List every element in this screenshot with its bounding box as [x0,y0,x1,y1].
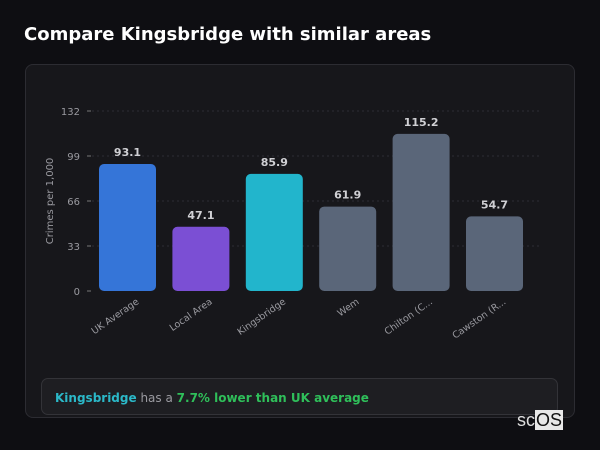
bar [172,226,230,291]
bar-value-label: 93.1 [114,146,141,159]
summary-box: Kingsbridge has a 7.7% lower than UK ave… [41,378,558,415]
bar [245,173,303,291]
bar-value-label: 115.2 [404,116,439,129]
x-tick-label: Cawston (R... [450,296,508,341]
summary-comparison: 7.7% lower than UK average [176,391,369,405]
bar-value-label: 85.9 [261,156,288,169]
scos-logo: scOS [517,410,564,430]
bar [99,164,156,291]
x-tick-label: Chilton (C... [383,296,435,337]
bar [392,133,450,291]
x-tick-label: Kingsbridge [236,296,289,337]
y-tick-label: 66 [67,197,80,208]
y-tick-label: 33 [67,242,80,253]
bar-value-label: 47.1 [187,209,214,222]
x-tick-label: Wem [336,296,362,319]
x-tick-label: UK Average [90,296,142,337]
y-tick-label: 132 [61,107,80,118]
y-tick-label: 99 [67,152,80,163]
bar-value-label: 54.7 [481,198,508,211]
x-tick-label: Local Area [168,296,215,333]
bar [466,216,523,291]
summary-area: Kingsbridge [55,391,137,405]
y-axis-label: Crimes per 1,000 [45,158,56,245]
summary-text: has a [136,391,177,405]
y-tick-label: 0 [74,287,80,298]
bar-value-label: 61.9 [334,189,361,202]
page-title: Compare Kingsbridge with similar areas [24,24,432,45]
bar [319,206,377,291]
